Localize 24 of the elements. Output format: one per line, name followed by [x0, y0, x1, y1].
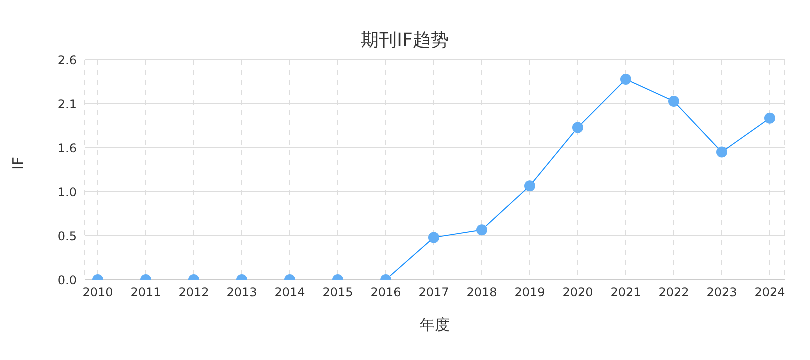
x-tick-label: 2022 — [658, 286, 690, 300]
x-tick-label: 2021 — [610, 286, 642, 300]
y-tick-label: 2.6 — [58, 53, 77, 68]
y-tick-label: 0.0 — [58, 273, 77, 288]
x-tick-label: 2017 — [418, 286, 450, 300]
y-axis-title: IF — [9, 156, 28, 170]
x-tick-label: 2023 — [706, 286, 738, 300]
x-tick-label: 2019 — [514, 286, 546, 300]
x-tick-label: 2024 — [754, 286, 786, 300]
y-tick-label: 1.0 — [58, 185, 77, 200]
x-axis-title: 年度 — [420, 316, 450, 334]
x-tick-label: 2010 — [82, 286, 114, 300]
x-tick-label: 2020 — [562, 286, 594, 300]
x-tick-label: 2016 — [370, 286, 402, 300]
x-tick-label: 2013 — [226, 286, 258, 300]
chart-title: 期刊IF趋势 — [360, 29, 450, 52]
x-tick-label: 2012 — [178, 286, 210, 300]
x-tick-label: 2015 — [322, 286, 354, 300]
y-tick-label: 1.6 — [58, 141, 77, 156]
x-tick-label: 2018 — [466, 286, 498, 300]
y-tick-label: 0.5 — [58, 229, 77, 244]
x-tick-label: 2011 — [130, 286, 162, 300]
y-tick-label: 2.1 — [58, 97, 77, 112]
x-tick-label: 2014 — [274, 286, 306, 300]
